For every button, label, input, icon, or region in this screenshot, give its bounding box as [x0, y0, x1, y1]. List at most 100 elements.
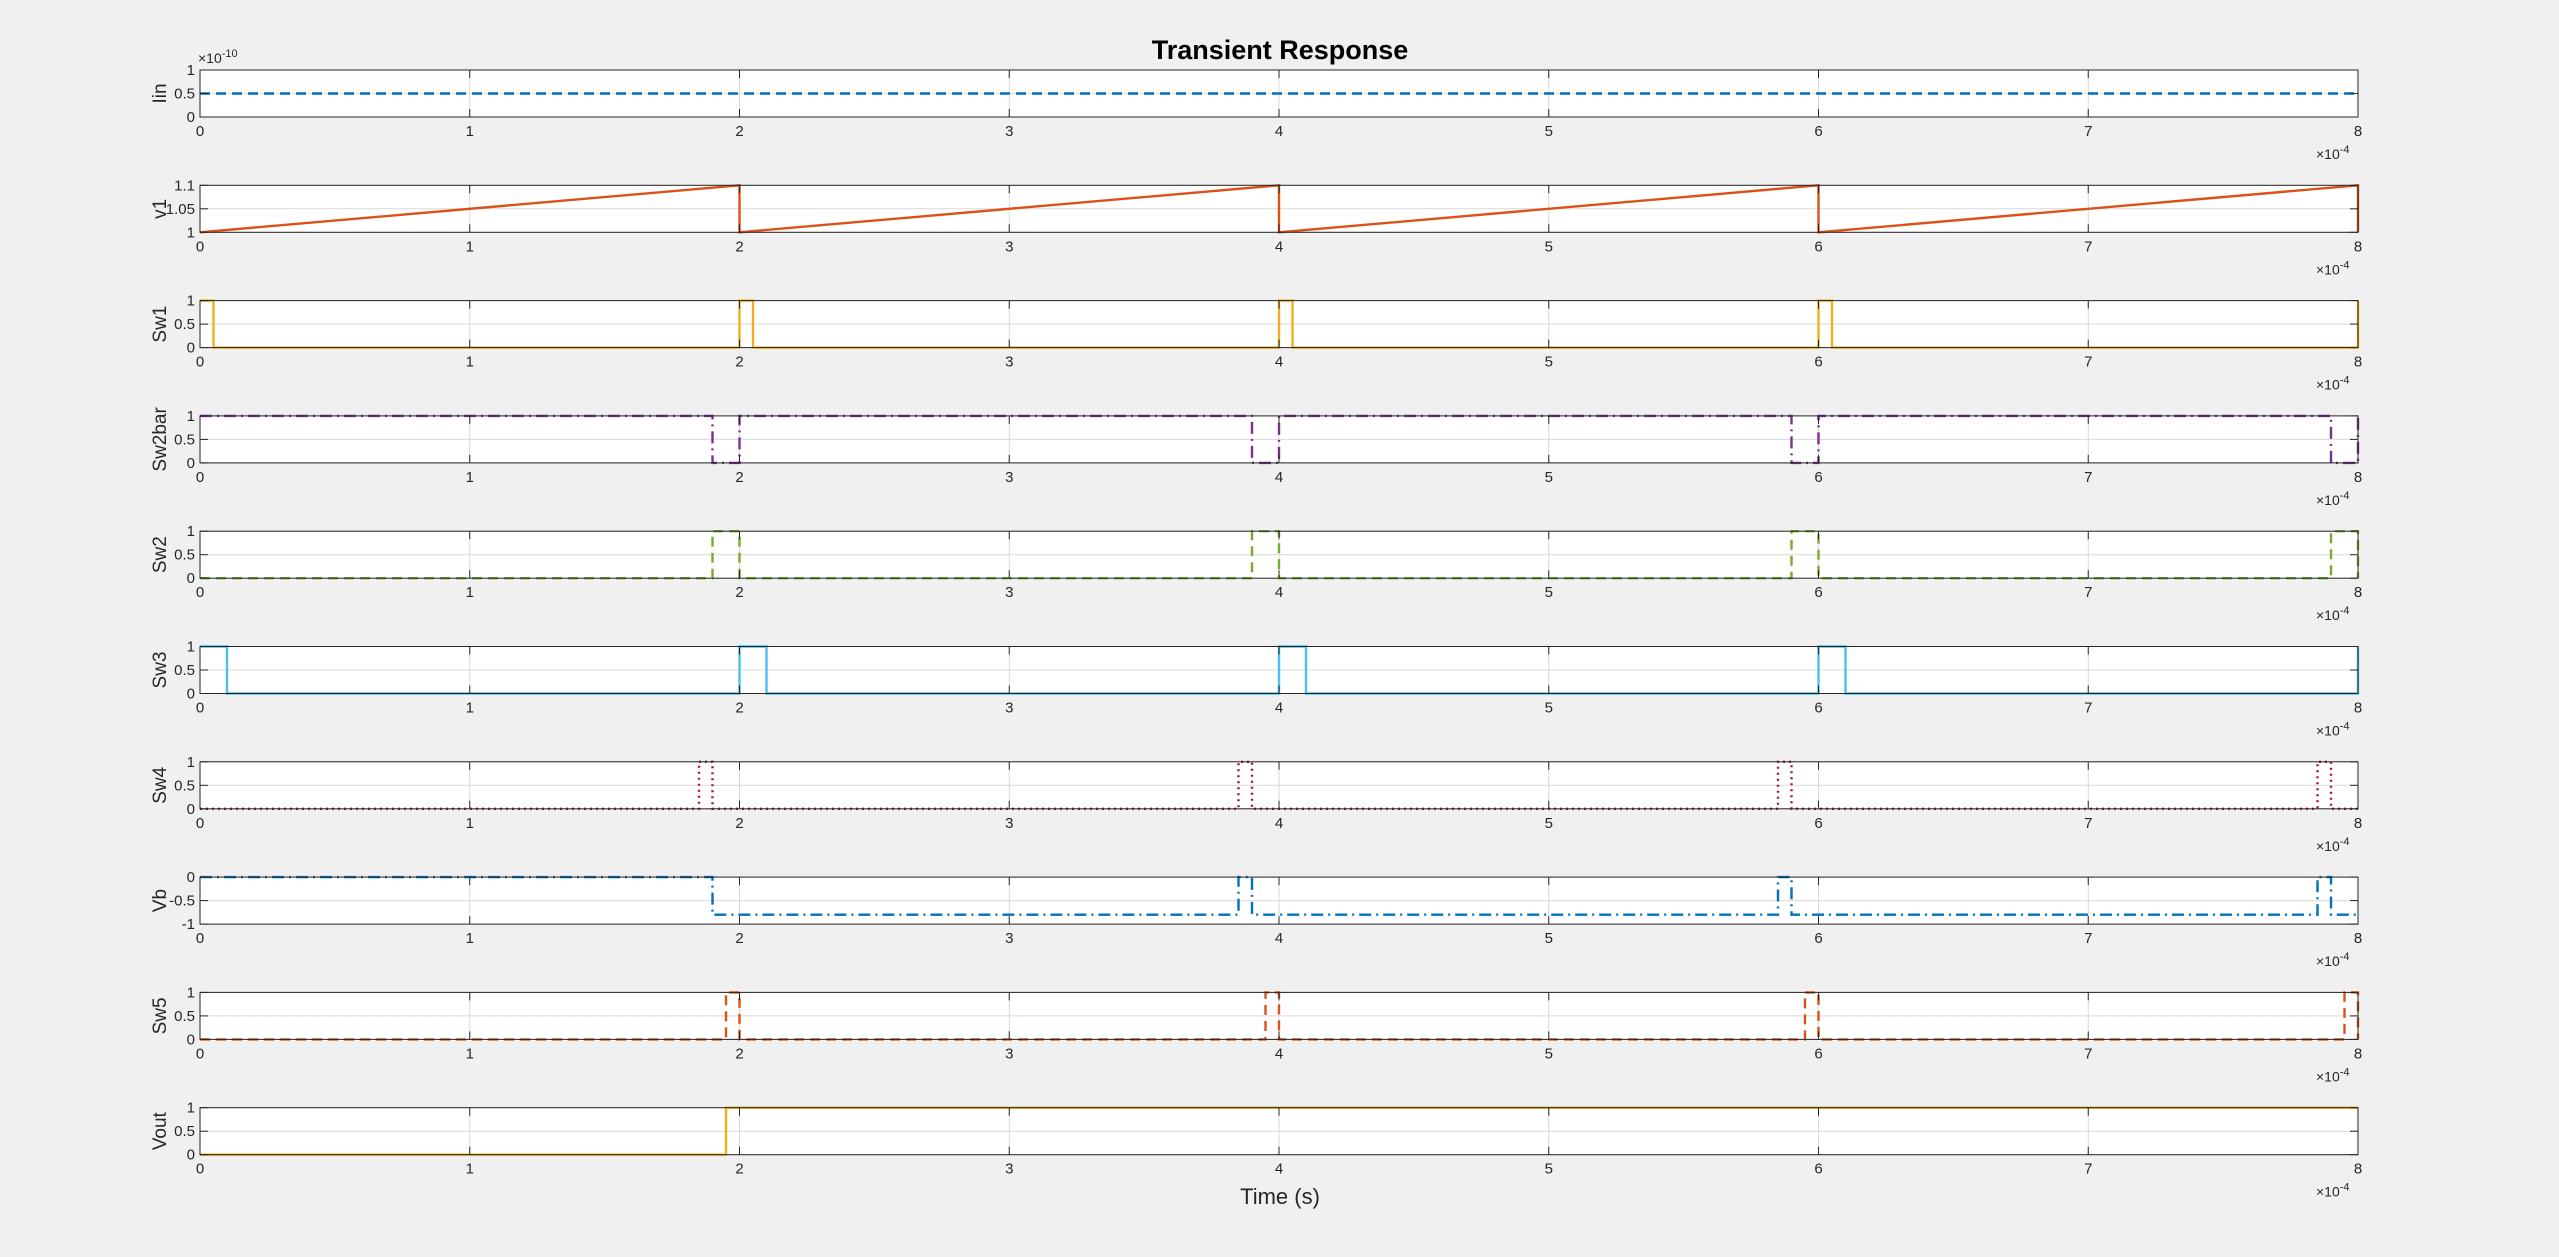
- subplot-sw3: 0 1 2 3 4 5 6 7 8 0 0.5 1 Sw3 ×10-4: [150, 639, 2362, 739]
- x-tick-label: 2: [735, 354, 743, 371]
- x-tick-label: 6: [1814, 584, 1822, 601]
- y-tick-label: 0.5: [174, 547, 195, 564]
- x-tick-label: 0: [196, 930, 204, 947]
- x-tick-label: 7: [2084, 469, 2092, 486]
- y-axis-label-iin: Iin: [150, 83, 171, 103]
- x-tick-label: 6: [1814, 930, 1822, 947]
- x-tick-label: 4: [1275, 930, 1283, 947]
- y-tick-label: 0: [187, 455, 195, 472]
- x-tick-label: 4: [1275, 700, 1283, 717]
- y-axis-label-sw1: Sw1: [150, 306, 171, 343]
- x-tick-label: 4: [1275, 123, 1283, 140]
- y-tick-label: 1: [187, 984, 195, 1001]
- x-tick-label: 6: [1814, 815, 1822, 832]
- chart-title: Transient Response: [1152, 35, 1409, 65]
- x-tick-label: 7: [2084, 123, 2092, 140]
- x-tick-label: 5: [1545, 238, 1553, 255]
- x-tick-label: 8: [2354, 123, 2362, 140]
- x-tick-label: 8: [2354, 700, 2362, 717]
- y-tick-label: 1: [187, 408, 195, 425]
- x-tick-label: 1: [466, 815, 474, 832]
- x-tick-label: 3: [1005, 238, 1013, 255]
- y-tick-label: 0: [187, 801, 195, 818]
- x-tick-label: 5: [1545, 584, 1553, 601]
- y-axis-label-sw5: Sw5: [150, 997, 171, 1034]
- x-exponent-label: ×10-4: [2316, 721, 2350, 739]
- x-tick-label: 3: [1005, 930, 1013, 947]
- x-tick-label: 5: [1545, 123, 1553, 140]
- x-tick-label: 6: [1814, 700, 1822, 717]
- x-tick-label: 8: [2354, 1161, 2362, 1178]
- y-tick-label: -0.5: [169, 893, 195, 910]
- x-tick-label: 3: [1005, 1045, 1013, 1062]
- x-tick-label: 5: [1545, 354, 1553, 371]
- x-tick-label: 5: [1545, 700, 1553, 717]
- y-tick-label: 1.1: [174, 177, 195, 194]
- x-tick-label: 3: [1005, 700, 1013, 717]
- x-tick-label: 4: [1275, 469, 1283, 486]
- x-tick-label: 1: [466, 469, 474, 486]
- y-tick-label: 0.5: [174, 316, 195, 333]
- x-tick-label: 5: [1545, 469, 1553, 486]
- x-tick-label: 6: [1814, 1045, 1822, 1062]
- x-exponent-label: ×10-4: [2316, 144, 2350, 162]
- y-tick-label: 0: [187, 340, 195, 357]
- y-tick-label: 0.5: [174, 662, 195, 679]
- x-tick-label: 5: [1545, 930, 1553, 947]
- x-tick-label: 3: [1005, 469, 1013, 486]
- y-tick-label: 0: [187, 686, 195, 703]
- subplot-sw2: 0 1 2 3 4 5 6 7 8 0 0.5 1 Sw2 ×10-4: [150, 523, 2362, 623]
- x-tick-label: 8: [2354, 1045, 2362, 1062]
- y-tick-label: 1: [187, 1100, 195, 1117]
- x-tick-label: 0: [196, 469, 204, 486]
- x-tick-label: 2: [735, 930, 743, 947]
- x-tick-label: 1: [466, 123, 474, 140]
- x-tick-label: 7: [2084, 815, 2092, 832]
- x-tick-label: 1: [466, 1045, 474, 1062]
- x-tick-label: 7: [2084, 354, 2092, 371]
- x-tick-label: 8: [2354, 930, 2362, 947]
- x-tick-label: 8: [2354, 238, 2362, 255]
- x-tick-label: 8: [2354, 469, 2362, 486]
- x-tick-label: 7: [2084, 930, 2092, 947]
- x-tick-label: 7: [2084, 1161, 2092, 1178]
- x-tick-label: 2: [735, 469, 743, 486]
- x-tick-label: 3: [1005, 815, 1013, 832]
- y-axis-label-sw4: Sw4: [150, 766, 171, 803]
- y-tick-label: 1: [187, 224, 195, 241]
- x-tick-label: 7: [2084, 238, 2092, 255]
- x-exponent-label: ×10-4: [2316, 605, 2350, 623]
- y-tick-label: 1: [187, 62, 195, 79]
- x-tick-label: 1: [466, 584, 474, 601]
- y-tick-label: 0.5: [174, 431, 195, 448]
- x-tick-label: 0: [196, 815, 204, 832]
- x-tick-label: 0: [196, 1161, 204, 1178]
- y-tick-label: 0.5: [174, 777, 195, 794]
- y-tick-label: 0: [187, 109, 195, 126]
- x-tick-label: 6: [1814, 238, 1822, 255]
- x-tick-label: 6: [1814, 1161, 1822, 1178]
- x-tick-label: 3: [1005, 123, 1013, 140]
- subplot-vout: 0 1 2 3 4 5 6 7 8 0 0.5 1 Vout ×10-4: [150, 1100, 2362, 1200]
- x-tick-label: 2: [735, 815, 743, 832]
- x-tick-label: 3: [1005, 584, 1013, 601]
- x-tick-label: 1: [466, 238, 474, 255]
- subplot-v1: 0 1 2 3 4 5 6 7 811.051.1v1×10-4: [150, 177, 2362, 277]
- subplot-iin: 0 1 2 3 4 5 6 7 8 0 0.5 1 Iin ×10-10 ×10-4: [150, 48, 2362, 162]
- y-tick-label: 1.05: [166, 201, 195, 218]
- x-tick-label: 5: [1545, 1045, 1553, 1062]
- y-axis-label-vout: Vout: [150, 1111, 171, 1150]
- x-tick-label: 1: [466, 930, 474, 947]
- y-tick-label: 0: [187, 1031, 195, 1048]
- x-tick-label: 0: [196, 123, 204, 140]
- x-tick-label: 1: [466, 354, 474, 371]
- y-tick-label: 0: [187, 1147, 195, 1164]
- x-tick-label: 5: [1545, 1161, 1553, 1178]
- x-tick-label: 3: [1005, 1161, 1013, 1178]
- y-tick-label: 0.5: [174, 1008, 195, 1025]
- y-tick-label: 0.5: [174, 1123, 195, 1140]
- x-tick-label: 4: [1275, 1045, 1283, 1062]
- y-tick-label: 1: [187, 523, 195, 540]
